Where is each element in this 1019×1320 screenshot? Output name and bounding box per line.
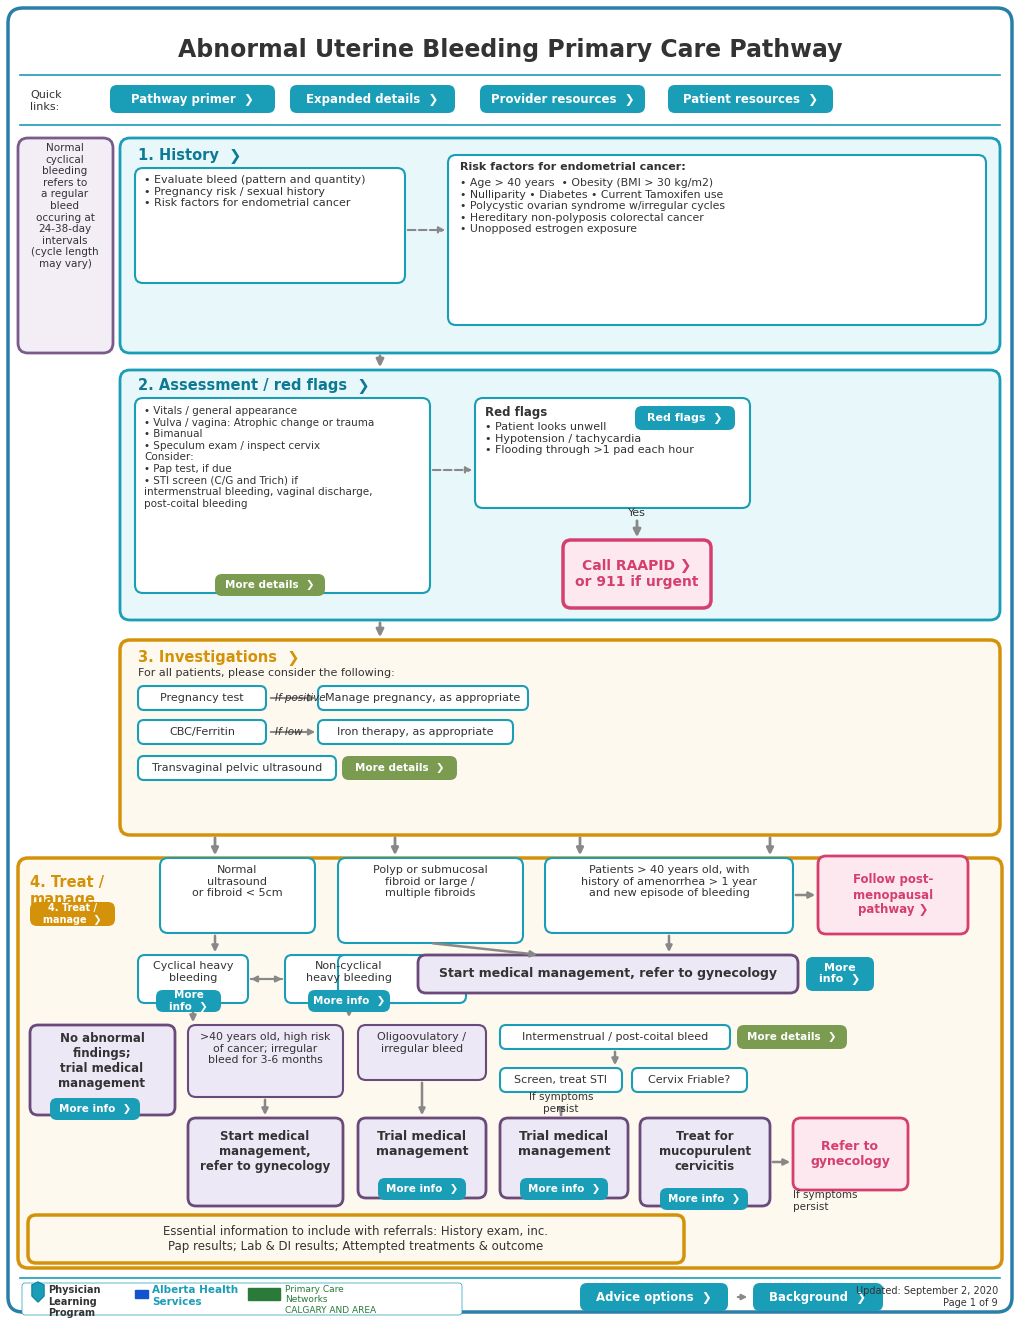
FancyBboxPatch shape [378, 1177, 466, 1200]
FancyBboxPatch shape [138, 719, 266, 744]
FancyBboxPatch shape [18, 139, 113, 352]
Text: Follow post-
menopausal
pathway ❯: Follow post- menopausal pathway ❯ [852, 874, 932, 916]
FancyBboxPatch shape [358, 1026, 485, 1080]
Text: Iron therapy, as appropriate: Iron therapy, as appropriate [336, 727, 493, 737]
Text: Background  ❯: Background ❯ [768, 1291, 866, 1304]
Text: More
info  ❯: More info ❯ [818, 962, 860, 985]
FancyBboxPatch shape [318, 686, 528, 710]
FancyBboxPatch shape [639, 1118, 769, 1206]
Text: • Age > 40 years  • Obesity (BMI > 30 kg/m2)
• Nulliparity • Diabetes • Current : • Age > 40 years • Obesity (BMI > 30 kg/… [460, 178, 725, 235]
Text: No abnormal
findings;
trial medical
management: No abnormal findings; trial medical mana… [58, 1032, 146, 1090]
FancyBboxPatch shape [817, 855, 967, 935]
Text: Cyclical heavy
bleeding: Cyclical heavy bleeding [153, 961, 233, 982]
Text: Treat for
mucopurulent
cervicitis: Treat for mucopurulent cervicitis [658, 1130, 750, 1173]
FancyBboxPatch shape [499, 1068, 622, 1092]
Text: • Evaluate bleed (pattern and quantity)
• Pregnancy risk / sexual history
• Risk: • Evaluate bleed (pattern and quantity) … [144, 176, 365, 209]
Text: Abnormal Uterine Bleeding Primary Care Pathway: Abnormal Uterine Bleeding Primary Care P… [177, 38, 842, 62]
Text: Call RAAPID ❯
or 911 if urgent: Call RAAPID ❯ or 911 if urgent [575, 558, 698, 589]
FancyBboxPatch shape [520, 1177, 607, 1200]
FancyBboxPatch shape [120, 640, 999, 836]
Text: Red flags  ❯: Red flags ❯ [646, 412, 722, 424]
Text: Patient resources  ❯: Patient resources ❯ [683, 92, 817, 106]
FancyBboxPatch shape [308, 990, 389, 1012]
FancyBboxPatch shape [160, 858, 315, 933]
Text: 4. Treat /
manage: 4. Treat / manage [30, 875, 104, 907]
Text: Start medical management, refer to gynecology: Start medical management, refer to gynec… [438, 968, 776, 981]
FancyBboxPatch shape [635, 407, 735, 430]
FancyBboxPatch shape [138, 954, 248, 1003]
Text: More info  ❯: More info ❯ [59, 1104, 131, 1114]
Text: Manage pregnancy, as appropriate: Manage pregnancy, as appropriate [325, 693, 520, 704]
Text: More details  ❯: More details ❯ [355, 763, 444, 774]
Text: • Vitals / general appearance
• Vulva / vagina: Atrophic change or trauma
• Bima: • Vitals / general appearance • Vulva / … [144, 407, 374, 508]
FancyBboxPatch shape [215, 574, 325, 597]
FancyBboxPatch shape [284, 954, 413, 1003]
Text: Alberta Health
Services: Alberta Health Services [152, 1284, 237, 1307]
Text: Pregnancy test: Pregnancy test [160, 693, 244, 704]
FancyBboxPatch shape [337, 858, 523, 942]
Text: Pathway primer  ❯: Pathway primer ❯ [130, 92, 254, 106]
FancyBboxPatch shape [318, 719, 513, 744]
FancyBboxPatch shape [418, 954, 797, 993]
FancyBboxPatch shape [110, 84, 275, 114]
Text: 1. History  ❯: 1. History ❯ [138, 148, 242, 164]
Text: Expanded details  ❯: Expanded details ❯ [306, 92, 438, 106]
FancyBboxPatch shape [135, 168, 405, 282]
Text: More details  ❯: More details ❯ [747, 1032, 836, 1041]
Text: Normal
cyclical
bleeding
refers to
a regular
bleed
occuring at
24-38-day
interva: Normal cyclical bleeding refers to a reg… [32, 143, 99, 269]
Text: Intermenstrual / post-coital bleed: Intermenstrual / post-coital bleed [522, 1032, 707, 1041]
FancyBboxPatch shape [805, 957, 873, 991]
Text: 2. Assessment / red flags  ❯: 2. Assessment / red flags ❯ [138, 378, 369, 393]
Text: Polyp or submucosal
fibroid or large /
multiple fibroids: Polyp or submucosal fibroid or large / m… [372, 865, 487, 898]
FancyBboxPatch shape [50, 1098, 140, 1119]
Polygon shape [135, 1290, 148, 1298]
Text: Physician
Learning
Program: Physician Learning Program [48, 1284, 101, 1319]
FancyBboxPatch shape [337, 954, 466, 1003]
Text: Transvaginal pelvic ultrasound: Transvaginal pelvic ultrasound [152, 763, 322, 774]
FancyBboxPatch shape [187, 1026, 342, 1097]
Text: If positive: If positive [275, 693, 325, 704]
Text: More info  ❯: More info ❯ [667, 1195, 740, 1204]
Text: Start medical
management,
refer to gynecology: Start medical management, refer to gynec… [200, 1130, 330, 1173]
Text: Oligoovulatory /
irregular bleed: Oligoovulatory / irregular bleed [377, 1032, 466, 1053]
FancyBboxPatch shape [544, 858, 792, 933]
FancyBboxPatch shape [156, 990, 221, 1012]
FancyBboxPatch shape [289, 84, 454, 114]
FancyBboxPatch shape [30, 902, 115, 927]
Text: Yes: Yes [628, 508, 645, 517]
Text: Trial medical
management: Trial medical management [375, 1130, 468, 1158]
Text: Advice options  ❯: Advice options ❯ [595, 1291, 711, 1304]
Text: If symptoms
persist: If symptoms persist [528, 1092, 593, 1114]
Text: More details  ❯: More details ❯ [225, 579, 315, 590]
Text: Cervix Friable?: Cervix Friable? [647, 1074, 730, 1085]
FancyBboxPatch shape [447, 154, 985, 325]
Text: Trial medical
management: Trial medical management [518, 1130, 609, 1158]
FancyBboxPatch shape [562, 540, 710, 609]
FancyBboxPatch shape [28, 1214, 684, 1263]
FancyBboxPatch shape [22, 1283, 462, 1315]
FancyBboxPatch shape [480, 84, 644, 114]
Polygon shape [32, 1282, 44, 1302]
Text: More info  ❯: More info ❯ [527, 1184, 599, 1195]
Text: CBC/Ferritin: CBC/Ferritin [169, 727, 234, 737]
FancyBboxPatch shape [341, 756, 457, 780]
FancyBboxPatch shape [135, 399, 430, 593]
Text: Risk factors for endometrial cancer:: Risk factors for endometrial cancer: [460, 162, 685, 172]
FancyBboxPatch shape [138, 756, 335, 780]
Text: For all patients, please consider the following:: For all patients, please consider the fo… [138, 668, 394, 678]
FancyBboxPatch shape [358, 1118, 485, 1199]
FancyBboxPatch shape [120, 139, 999, 352]
Text: If low: If low [275, 727, 303, 737]
FancyBboxPatch shape [580, 1283, 728, 1311]
FancyBboxPatch shape [752, 1283, 882, 1311]
FancyBboxPatch shape [18, 858, 1001, 1269]
Text: Non-cyclical
heavy bleeding: Non-cyclical heavy bleeding [306, 961, 391, 982]
Text: Patients > 40 years old, with
history of amenorrhea > 1 year
and new episode of : Patients > 40 years old, with history of… [581, 865, 756, 898]
FancyBboxPatch shape [632, 1068, 746, 1092]
Text: Quick
links:: Quick links: [30, 90, 61, 112]
FancyBboxPatch shape [30, 1026, 175, 1115]
Text: 3. Investigations  ❯: 3. Investigations ❯ [138, 649, 300, 667]
Text: Essential information to include with referrals: History exam, inc.
Pap results;: Essential information to include with re… [163, 1225, 548, 1253]
Text: >40 years old, high risk
of cancer; irregular
bleed for 3-6 months: >40 years old, high risk of cancer; irre… [200, 1032, 330, 1065]
Text: Primary Care
Networks
CALGARY AND AREA: Primary Care Networks CALGARY AND AREA [284, 1284, 376, 1315]
